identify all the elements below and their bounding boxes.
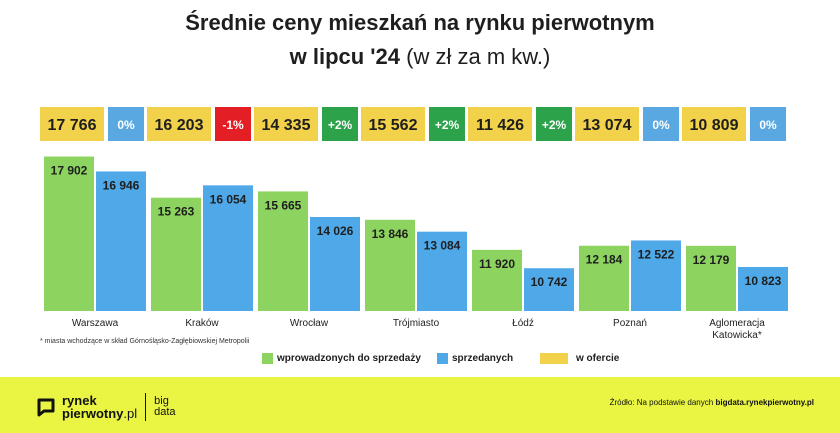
bar-label-sold: 10 742 [531,275,568,289]
legend-item-introduced: wprowadzonych do sprzedaży [262,353,421,364]
offer-price-box [575,107,639,141]
offer-price-label: 11 426 [476,117,524,134]
bar-introduced [472,249,522,311]
offer-price-label: 13 074 [583,117,632,134]
footnote: * miasta wchodzące w skład Górnośląsko-Z… [40,338,250,345]
category-label: Aglomeracja [709,318,765,329]
category-label: Warszawa [72,318,119,329]
offer-change-badge [643,107,679,141]
bar-label-sold: 14 026 [317,224,354,238]
bar-label-sold: 10 823 [745,274,782,288]
offer-change-badge [750,107,786,141]
legend-item-offer: w ofercie [540,353,619,364]
category-label: Katowicka* [712,330,762,341]
offer-change-badge [108,107,144,141]
bar-sold [310,216,360,311]
offer-change-label: +2% [542,118,567,132]
bar-sold [96,171,146,311]
offer-change-label: 0% [759,118,777,132]
legend-label-introduced: wprowadzonych do sprzedaży [277,353,421,364]
offer-price-box [682,107,746,141]
offer-price-label: 15 562 [369,117,418,134]
bar-label-introduced: 13 846 [372,227,409,241]
bar-sold [631,240,681,311]
chart-title-unit: (w zł za m kw.) [406,44,551,69]
footer-banner: rynek pierwotny.pl big data Źródło: Na p… [0,377,840,433]
bar-label-sold: 12 522 [638,247,675,261]
logo-divider [145,393,147,421]
offer-price-label: 14 335 [262,117,311,134]
offer-price-box [361,107,425,141]
category-label: Wrocław [290,318,329,329]
bar-sold [203,185,253,311]
bar-introduced [151,197,201,311]
logo-mark-icon [36,397,56,417]
bar-label-introduced: 15 665 [265,198,302,212]
category-label: Trójmiasto [393,318,440,329]
offer-change-label: -1% [222,118,244,132]
bar-sold [524,268,574,311]
bar-introduced [44,156,94,311]
logo-text: rynek pierwotny.pl [62,394,137,420]
bigdata-logo: big data [154,396,175,418]
offer-price-box [147,107,211,141]
bar-introduced [686,245,736,311]
bar-introduced [579,245,629,311]
offer-change-label: 0% [652,118,670,132]
bar-label-introduced: 12 179 [693,253,730,267]
legend-item-sold: sprzedanych [437,353,513,364]
offer-change-badge [322,107,358,141]
source-link[interactable]: bigdata.rynekpierwotny.pl [715,398,814,407]
bar-label-introduced: 17 902 [51,164,88,178]
legend-label-offer: w ofercie [576,353,620,364]
offer-change-badge [429,107,465,141]
chart-title-month: w lipcu '24 [289,44,401,69]
offer-price-box [254,107,318,141]
chart-title-line2: w lipcu '24 (w zł za m kw.) [0,44,840,70]
legend-swatch-green [262,353,273,364]
bar-label-sold: 16 054 [210,192,247,206]
category-label: Poznań [613,318,647,329]
bar-chart: 17 766 0% 17 902 16 946 Warszawa 16 203 -1% 15 … [40,107,788,341]
offer-change-badge [215,107,251,141]
bar-label-sold: 13 084 [424,239,461,253]
offer-change-label: 0% [117,118,135,132]
bar-label-introduced: 12 184 [586,253,623,267]
logo-text-line1: rynek [62,393,97,408]
offer-change-label: +2% [435,118,460,132]
offer-price-label: 16 203 [155,117,204,134]
bar-sold [738,266,788,311]
bar-label-introduced: 15 263 [158,205,195,219]
legend-label-sold: sprzedanych [452,353,514,364]
bar-introduced [365,219,415,311]
bar-label-sold: 16 946 [103,178,140,192]
offer-change-badge [536,107,572,141]
bar-sold [417,231,467,311]
legend-swatch-blue [437,353,448,364]
category-label: Kraków [185,318,219,329]
offer-change-label: +2% [328,118,353,132]
bigdata-line2: data [154,406,176,418]
legend-swatch-yellow [540,353,568,364]
source-prefix: Źródło: Na podstawie danych [609,398,714,407]
bar-label-introduced: 11 920 [479,257,515,271]
source-note: Źródło: Na podstawie danych bigdata.ryne… [610,398,814,407]
bigdata-line1: big [154,395,169,407]
logo-text-line2: pierwotny.pl [62,406,138,421]
offer-price-label: 10 809 [690,117,739,134]
chart-title-line1: Średnie ceny mieszkań na rynku pierwotny… [185,10,655,35]
category-label: Łódź [512,318,534,329]
legend: wprowadzonych do sprzedaży sprzedanych w… [0,353,840,373]
offer-price-box [468,107,532,141]
offer-price-box [40,107,104,141]
logo: rynek pierwotny.pl big data [36,393,176,421]
offer-price-label: 17 766 [48,117,97,134]
bar-introduced [258,191,308,311]
